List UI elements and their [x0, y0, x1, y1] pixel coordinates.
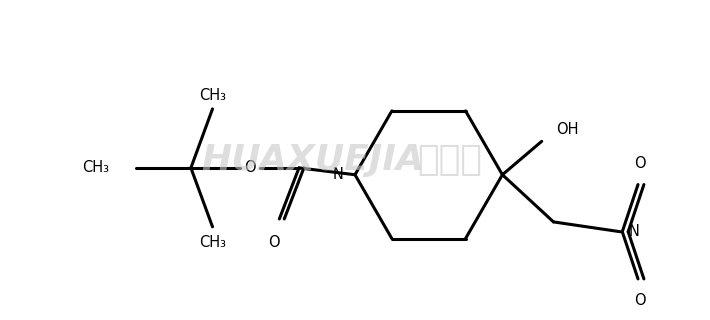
Text: O: O [244, 160, 256, 175]
Text: HUAXUEJIA: HUAXUEJIA [202, 143, 425, 177]
Text: CH₃: CH₃ [82, 160, 109, 175]
Text: CH₃: CH₃ [199, 235, 226, 250]
Text: CH₃: CH₃ [199, 88, 226, 103]
Text: O: O [268, 235, 279, 250]
Text: N: N [332, 167, 343, 182]
Text: 化学加: 化学加 [417, 143, 481, 177]
Text: O: O [634, 293, 646, 308]
Text: O: O [634, 156, 646, 171]
Text: N: N [628, 224, 639, 239]
Text: OH: OH [557, 122, 579, 137]
